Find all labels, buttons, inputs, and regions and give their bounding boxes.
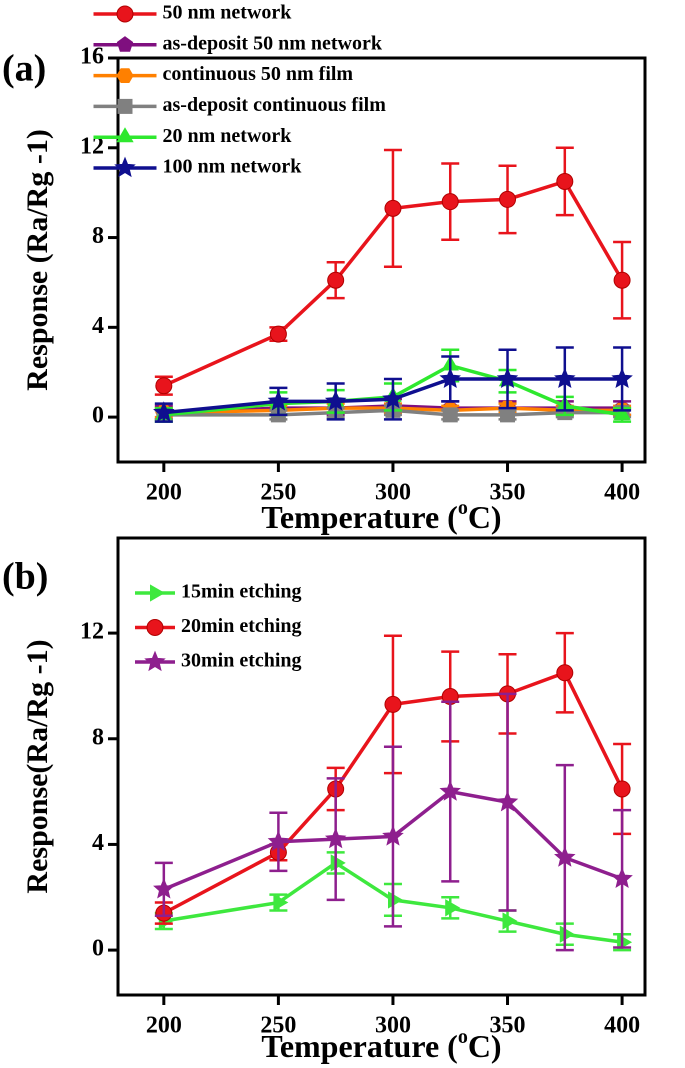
marker: [327, 271, 345, 289]
legend-label: 100 nm network: [163, 156, 303, 178]
x-label-sup: o: [458, 497, 468, 519]
legend-label: as-deposit 50 nm network: [163, 32, 383, 54]
x-tick-label: 400: [604, 1013, 640, 1039]
legend-label: continuous 50 nm film: [163, 63, 354, 85]
x-axis-label: Temperature (oC): [261, 1026, 501, 1065]
series-line: [163, 789, 623, 891]
marker: [116, 5, 134, 23]
y-tick-label: 8: [92, 724, 104, 750]
series-line: [163, 404, 623, 415]
marker: [324, 827, 347, 849]
marker: [267, 390, 290, 411]
marker: [150, 584, 165, 602]
plot-frame: [116, 56, 647, 464]
series-line: [163, 860, 623, 944]
marker: [502, 912, 518, 930]
series-line: [163, 408, 623, 417]
series-line: [163, 179, 624, 388]
marker: [116, 68, 134, 83]
x-tick-label: 350: [490, 480, 526, 506]
x-label-part: Temperature (: [261, 1028, 457, 1064]
marker: [611, 367, 633, 389]
panel-label: (b): [2, 556, 48, 598]
marker: [273, 893, 289, 912]
y-tick-label: 4: [92, 830, 104, 856]
series-line: [163, 363, 623, 417]
marker: [442, 407, 458, 423]
x-label-part: C): [468, 1028, 502, 1064]
plot-frame: [116, 536, 647, 997]
marker: [155, 377, 173, 395]
y-tick-label: 12: [80, 619, 104, 645]
marker: [613, 271, 631, 289]
y-tick-label: 0: [92, 403, 104, 429]
panel-label: (a): [2, 48, 46, 90]
y-axis-label: Response (Ra/Rg -1): [21, 129, 54, 391]
marker: [384, 199, 402, 217]
marker: [382, 825, 404, 846]
marker: [613, 780, 631, 798]
marker: [500, 407, 516, 423]
marker: [388, 891, 403, 909]
marker: [324, 390, 347, 411]
marker: [382, 387, 404, 409]
marker: [559, 925, 575, 943]
x-tick-label: 300: [375, 1013, 411, 1039]
legend-label: as-deposit continuous film: [163, 94, 387, 116]
marker: [556, 172, 574, 190]
marker: [117, 98, 133, 114]
x-label-sup: o: [458, 1026, 468, 1048]
marker: [439, 367, 461, 389]
x-tick-label: 350: [490, 1013, 526, 1039]
marker: [153, 401, 175, 422]
marker: [439, 780, 461, 801]
y-tick-label: 0: [92, 936, 104, 962]
marker: [116, 127, 134, 143]
y-tick-label: 8: [92, 223, 104, 249]
legend-label: 15min etching: [181, 581, 302, 603]
marker: [267, 830, 290, 851]
series-line: [163, 377, 623, 415]
x-axis-label: Temperature (oC): [261, 497, 501, 536]
y-axis-label: Response(Ra/Rg -1): [21, 639, 54, 893]
marker: [554, 846, 576, 867]
marker: [554, 367, 576, 389]
marker: [496, 790, 519, 812]
x-tick-label: 200: [146, 1013, 182, 1039]
x-label-part: C): [468, 499, 502, 535]
marker: [611, 867, 633, 888]
marker: [116, 36, 134, 52]
marker: [153, 877, 175, 899]
marker: [496, 367, 519, 389]
x-tick-label: 300: [375, 480, 411, 506]
legend-label: 20min etching: [181, 615, 302, 637]
marker: [445, 899, 461, 917]
marker: [144, 650, 166, 672]
legend-label: 50 nm network: [163, 2, 293, 24]
series-line: [163, 406, 623, 415]
x-tick-label: 200: [146, 480, 182, 506]
x-tick-label: 250: [260, 480, 296, 506]
marker: [499, 190, 517, 208]
marker: [114, 156, 136, 178]
y-tick-label: 16: [80, 44, 104, 70]
legend-label: 30min etching: [181, 650, 302, 672]
marker: [556, 664, 574, 682]
x-tick-label: 250: [260, 1013, 296, 1039]
marker: [613, 404, 631, 420]
x-label-part: Temperature (: [261, 499, 457, 535]
marker: [146, 619, 164, 636]
marker: [384, 695, 402, 713]
y-tick-label: 4: [92, 313, 104, 339]
legend-label: 20 nm network: [163, 125, 293, 147]
marker: [269, 325, 287, 343]
x-tick-label: 400: [604, 480, 640, 506]
marker: [441, 193, 459, 211]
